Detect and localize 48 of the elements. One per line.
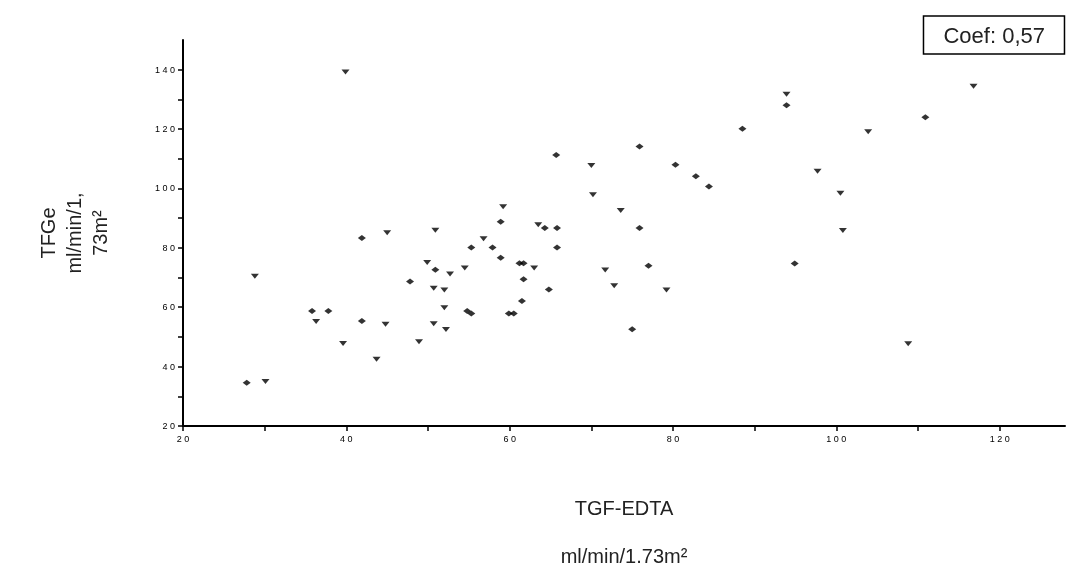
x-tick-label: 1 0 0 [826, 433, 847, 444]
annotation: Coef: 0,57 [943, 22, 1045, 48]
point [406, 278, 415, 285]
point [496, 218, 505, 225]
point [704, 183, 713, 190]
point [357, 317, 366, 324]
point [553, 244, 562, 251]
point [544, 286, 553, 293]
point [790, 260, 799, 267]
y-tick-label: 1 0 0 [154, 183, 175, 194]
point [519, 276, 528, 283]
point [628, 326, 637, 333]
y-tick-label: 6 0 [162, 302, 175, 313]
point [308, 308, 317, 315]
y-tick-label: 1 4 0 [154, 64, 175, 75]
point [467, 244, 476, 251]
x-tick-label: 8 0 [666, 433, 680, 444]
x-tick-label: 6 0 [503, 433, 516, 444]
point [242, 379, 251, 386]
point [324, 308, 333, 315]
text: TGF-EDTA ml/min/1.73m² [560, 497, 688, 567]
point [357, 235, 366, 242]
point [691, 173, 700, 180]
point [635, 224, 644, 231]
point [635, 143, 644, 150]
point [431, 266, 440, 273]
point [540, 224, 549, 231]
point [463, 308, 472, 315]
x-tick-label: 4 0 [340, 433, 353, 444]
point [488, 244, 497, 251]
x-tick-label: 1 2 0 [989, 433, 1010, 444]
point [738, 125, 747, 132]
x-tick-label: 2 0 [176, 433, 190, 444]
y-tick-label: 2 0 [162, 421, 175, 431]
point [921, 114, 930, 121]
point [782, 102, 791, 109]
point [496, 254, 505, 261]
point [509, 310, 518, 317]
point [519, 260, 528, 267]
y-tick-label: 1 2 0 [154, 124, 175, 135]
y-tick-label: 4 0 [162, 361, 175, 372]
y-axis-title: TFGe ml/min/1, 73m² [37, 192, 111, 274]
point [553, 224, 562, 231]
point [552, 151, 561, 158]
point [671, 161, 680, 168]
y-tick-label: 8 0 [162, 242, 175, 253]
point [467, 310, 476, 317]
point [644, 262, 653, 269]
